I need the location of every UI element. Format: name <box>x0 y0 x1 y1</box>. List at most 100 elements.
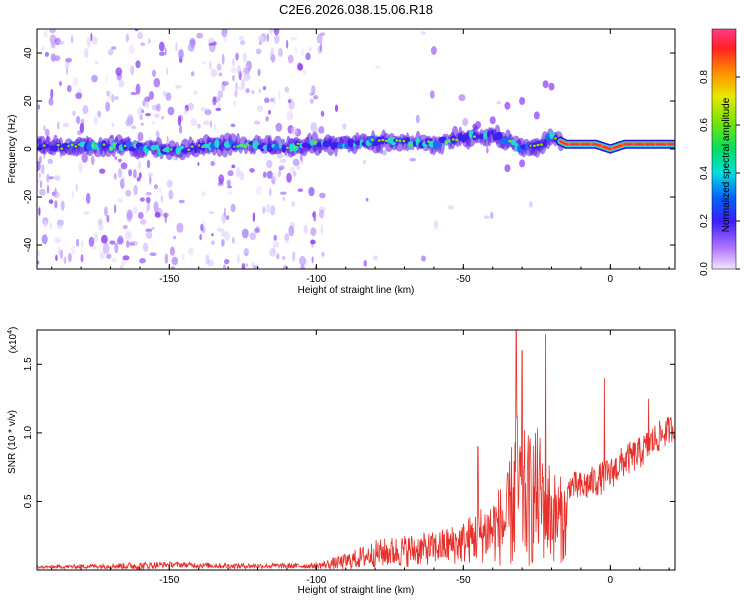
noise-blob <box>249 232 257 241</box>
noise-blob <box>65 57 73 63</box>
noise-blob <box>292 158 300 167</box>
noise-blob <box>93 231 99 243</box>
noise-blob <box>216 63 222 71</box>
noise-blob <box>111 46 117 50</box>
noise-blob <box>312 211 315 218</box>
colorbar-label: Normalized spectral amplitude <box>721 97 732 232</box>
noise-blob <box>242 52 248 63</box>
noise-blob <box>149 252 157 256</box>
noise-blob <box>233 101 236 106</box>
noise-blob <box>305 52 311 61</box>
noise-blob <box>217 90 224 99</box>
y-tick-label: 0 <box>23 146 34 152</box>
noise-blob <box>152 69 156 78</box>
noise-blob <box>504 164 511 173</box>
y-tick-label: 20 <box>23 95 34 107</box>
noise-blob <box>429 90 435 99</box>
noise-blob <box>254 120 261 125</box>
noise-blob <box>152 121 156 125</box>
noise-blob <box>278 168 281 178</box>
noise-blob <box>118 80 125 88</box>
noise-blob <box>133 184 138 196</box>
noise-blob <box>519 159 526 168</box>
noise-blob <box>97 110 102 118</box>
noise-blob <box>126 209 133 220</box>
noise-blob <box>266 170 273 179</box>
ridge-blob <box>278 140 282 149</box>
ridge-blob <box>487 130 491 138</box>
noise-blob <box>365 197 369 202</box>
noise-blob <box>138 172 142 179</box>
noise-blob <box>140 122 144 126</box>
noise-blob <box>46 184 50 194</box>
noise-blob <box>245 263 249 267</box>
noise-blob <box>75 183 79 192</box>
noise-blob <box>164 47 167 56</box>
y-tick-label: -40 <box>23 237 34 252</box>
ridge-peak <box>296 142 300 145</box>
noise-blob <box>103 206 108 217</box>
noise-blob <box>462 118 469 126</box>
noise-blob <box>137 131 144 142</box>
noise-blob <box>37 260 40 265</box>
snr-series-line <box>37 330 675 570</box>
noise-blob <box>320 223 324 235</box>
ridge-blob <box>328 138 332 147</box>
noise-blob <box>278 165 285 171</box>
noise-blob <box>223 264 227 269</box>
noise-blob <box>140 219 147 225</box>
noise-blob <box>193 90 198 95</box>
noise-blob <box>269 97 275 103</box>
snr-x-ticks: -150 -100 -50 0 <box>51 330 670 586</box>
noise-blob <box>139 114 144 120</box>
noise-blob <box>203 120 210 126</box>
noise-blob <box>240 40 246 46</box>
noise-blob <box>92 36 98 45</box>
noise-blob <box>169 246 175 256</box>
noise-blob <box>362 159 366 165</box>
noise-blob <box>88 236 95 247</box>
snr-y-axis-label: SNR (10 * v/v) <box>7 410 18 474</box>
noise-blob <box>212 96 217 106</box>
noise-blob <box>153 184 159 190</box>
noise-blob <box>221 239 225 247</box>
noise-blob <box>227 191 233 195</box>
noise-blob <box>38 206 41 217</box>
noise-blob <box>109 240 116 245</box>
ridge-blob <box>105 144 110 149</box>
noise-blob <box>230 67 238 74</box>
noise-blob <box>278 47 283 58</box>
noise-blob <box>519 97 526 105</box>
noise-blob <box>114 96 119 100</box>
noise-blob <box>137 160 142 170</box>
ridge-blob <box>150 144 157 151</box>
noise-blob <box>262 86 267 91</box>
noise-blob <box>342 123 347 130</box>
noise-blob <box>310 239 316 245</box>
noise-blob <box>484 215 490 219</box>
noise-blob <box>47 158 53 164</box>
noise-blob <box>57 40 65 45</box>
noise-blob <box>81 152 88 163</box>
noise-blob <box>67 85 72 93</box>
noise-blob <box>533 111 540 120</box>
noise-blob <box>140 42 146 47</box>
x-tick-label: -50 <box>456 575 471 586</box>
ridge-peak <box>314 141 318 144</box>
ridge-peak <box>533 144 536 147</box>
noise-blob <box>197 162 200 166</box>
noise-blob <box>221 228 225 238</box>
noise-blob <box>142 242 149 252</box>
y-tick-label: 1.5 <box>23 357 34 371</box>
ridge-peak <box>444 141 448 144</box>
spectrogram-ridge <box>37 124 675 161</box>
spectrogram-x-axis-label: Height of straight line (km) <box>298 285 415 296</box>
noise-blob <box>258 88 261 94</box>
noise-blob <box>291 201 296 208</box>
noise-blob <box>221 53 225 65</box>
noise-blob <box>63 256 67 264</box>
noise-blob <box>155 130 160 139</box>
noise-blob <box>97 218 103 226</box>
noise-blob <box>125 240 130 249</box>
noise-blob <box>202 60 206 65</box>
